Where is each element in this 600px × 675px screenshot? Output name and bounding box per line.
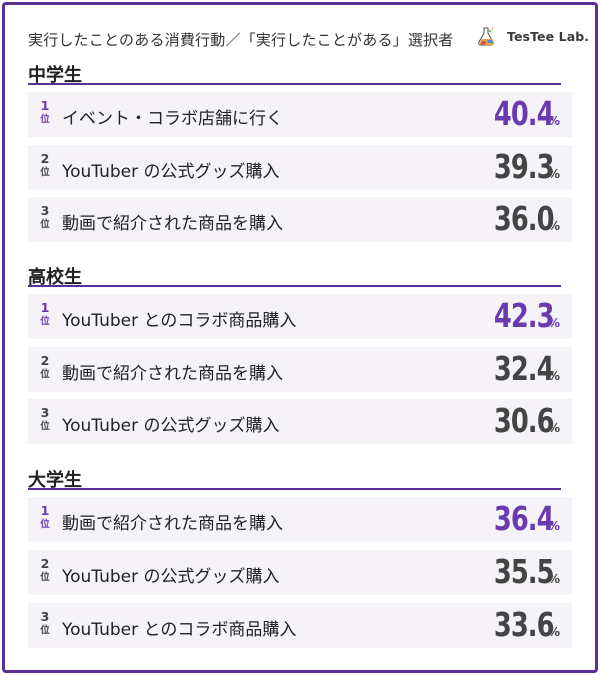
rank-number: 2 [40,353,50,368]
percent-unit: % [547,369,560,383]
rank-suffix: 位 [40,571,50,583]
rank-suffix: 位 [40,624,50,636]
value-group: 32.4% [477,349,560,388]
item-label: 動画で紹介された商品を購入 [62,514,283,534]
flask-icon [478,27,495,46]
ranking-row: 3 位 YouTuber の公式グッズ購入 30.6% [28,399,572,444]
ranking-row: 2 位 YouTuber の公式グッズ購入 39.3% [28,145,572,190]
rank-suffix: 位 [40,420,50,432]
ranking-row: 3 位 YouTuber とのコラボ商品購入 33.6% [28,603,572,648]
value-label: 42.3 [494,296,555,335]
percent-unit: % [547,114,560,128]
rank-suffix: 位 [40,368,50,380]
ranking-row: 2 位動画で紹介された商品を購入 32.4% [28,347,572,392]
percent-unit: % [547,167,560,181]
percent-unit: % [547,316,560,330]
item-label: 動画で紹介された商品を購入 [62,214,283,234]
ranking-row: 1 位動画で紹介された商品を購入 36.4% [28,497,572,542]
rank-suffix: 位 [40,113,50,125]
logo-text: TesTee Lab. [507,28,590,44]
ranking-row: 1 位 YouTuber とのコラボ商品購入 42.3% [28,294,572,339]
rank-suffix: 位 [40,218,50,230]
value-group: 35.5% [477,552,560,591]
rank-number: 1 [40,503,50,518]
value-group: 42.3% [477,296,560,335]
value-label: 35.5 [494,552,555,591]
rank-number: 3 [40,405,50,420]
item-label: YouTuber の公式グッズ購入 [62,162,280,182]
item-label: イベント・コラボ店舗に行く [62,109,283,129]
percent-unit: % [547,572,560,586]
value-label: 33.6 [494,605,555,644]
item-label: YouTuber の公式グッズ購入 [62,416,280,436]
rank-number: 3 [40,203,50,218]
value-group: 30.6% [477,401,560,440]
item-label: YouTuber とのコラボ商品購入 [62,311,297,331]
value-group: 36.4% [477,499,560,538]
rank-suffix: 位 [40,166,50,178]
percent-unit: % [547,219,560,233]
chart-title: 実行したことのある消費行動／「実行したことがある」選択者 [28,31,454,49]
value-label: 39.3 [494,147,555,186]
item-label: YouTuber の公式グッズ購入 [62,567,280,587]
ranking-row: 1 位イベント・コラボ店舗に行く 40.4% [28,92,572,137]
section-title: 高校生 [28,267,82,288]
brand-logo: TesTee Lab. [478,26,589,46]
value-label: 36.4 [494,499,555,538]
rank-number: 3 [40,609,50,624]
rank-number: 1 [40,98,50,113]
section-divider [28,83,561,85]
percent-unit: % [547,625,560,639]
value-group: 40.4% [477,94,560,133]
value-group: 39.3% [477,147,560,186]
rank-number: 2 [40,556,50,571]
value-group: 33.6% [477,605,560,644]
ranking-row: 2 位 YouTuber の公式グッズ購入 35.5% [28,550,572,595]
item-label: YouTuber とのコラボ商品購入 [62,620,297,640]
value-label: 30.6 [494,401,555,440]
percent-unit: % [547,519,560,533]
ranking-row: 3 位動画で紹介された商品を購入 36.0% [28,197,572,242]
rank-suffix: 位 [40,518,50,530]
rank-number: 2 [40,151,50,166]
rank-suffix: 位 [40,315,50,327]
value-group: 36.0% [477,199,560,238]
section-divider [28,285,561,287]
percent-unit: % [547,421,560,435]
value-label: 32.4 [494,349,555,388]
rank-number: 1 [40,300,50,315]
section-title: 中学生 [28,65,82,86]
value-label: 36.0 [494,199,555,238]
section-divider [28,488,561,490]
section-title: 大学生 [28,470,82,491]
item-label: 動画で紹介された商品を購入 [62,364,283,384]
value-label: 40.4 [494,94,555,133]
